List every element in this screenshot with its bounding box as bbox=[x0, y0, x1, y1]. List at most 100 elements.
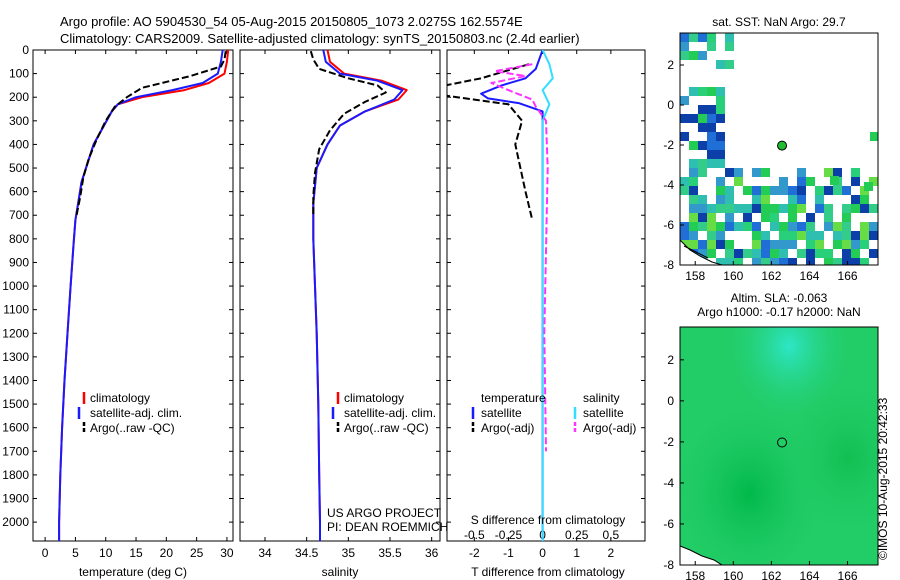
sst-cell bbox=[689, 222, 698, 231]
sst-cell bbox=[806, 177, 815, 186]
sst-cell bbox=[752, 222, 761, 231]
sst-cell bbox=[797, 177, 806, 186]
salinity-panel: 34 34.5 35 35.5 36 climatology satellite-adj… bbox=[239, 49, 448, 579]
sst-argo-marker bbox=[777, 140, 788, 151]
sst-cell bbox=[680, 33, 689, 42]
difference-lines bbox=[447, 50, 554, 541]
sst-cell bbox=[716, 141, 725, 150]
sla-map-axis-ticks: 158 160 162 164 166 2 0 -2 -4 -6 -8 bbox=[663, 353, 858, 580]
temperature-legend: climatology satellite-adj. clim. Argo(..… bbox=[77, 391, 182, 435]
sst-cell bbox=[734, 177, 743, 186]
sst-cell bbox=[698, 105, 707, 114]
sst-cell bbox=[815, 240, 824, 249]
sst-cell bbox=[698, 240, 707, 249]
sst-cell bbox=[707, 141, 716, 150]
temperature-panel: 0 5 10 15 20 25 300100200300400500600700800900… bbox=[2, 43, 234, 579]
sst-cell bbox=[689, 168, 698, 177]
sst-cell bbox=[689, 141, 698, 150]
sst-cell bbox=[824, 213, 833, 222]
y-tick-label: 900 bbox=[9, 255, 29, 269]
sst-cell bbox=[851, 231, 860, 240]
sst-cell bbox=[869, 222, 878, 231]
sst-cell bbox=[806, 213, 815, 222]
sst-cell bbox=[788, 213, 797, 222]
sst-cell bbox=[851, 195, 860, 204]
sst-cell bbox=[716, 195, 725, 204]
sst-cell bbox=[698, 213, 707, 222]
legend-label-t-argo: Argo(-adj) bbox=[481, 421, 534, 435]
sst-cell bbox=[734, 249, 743, 258]
sst-cell bbox=[806, 249, 815, 258]
sst-cell bbox=[833, 258, 842, 265]
difference-xlabel-s: S difference from climatology bbox=[471, 513, 626, 527]
y-tick-label: 500 bbox=[9, 161, 29, 175]
series-s-argo-adj- bbox=[490, 63, 549, 452]
map-y-tick-label: -2 bbox=[663, 435, 674, 449]
sst-map-frame bbox=[679, 32, 879, 266]
sst-cell bbox=[725, 240, 734, 249]
sst-cell bbox=[788, 240, 797, 249]
y-tick-label: 300 bbox=[9, 114, 29, 128]
sst-cell bbox=[743, 249, 752, 258]
sst-cell bbox=[779, 249, 788, 258]
series-satellite-adj-clim- bbox=[312, 50, 404, 541]
sst-cell bbox=[833, 186, 842, 195]
sst-cell bbox=[779, 231, 788, 240]
sst-cell bbox=[752, 186, 761, 195]
map-y-tick-label: -6 bbox=[663, 218, 674, 232]
x-tick-label: 10 bbox=[99, 546, 113, 560]
sst-cell bbox=[716, 114, 725, 123]
map-x-tick-label: 164 bbox=[799, 269, 819, 283]
x-tick-label: -1 bbox=[503, 546, 514, 560]
sst-cell bbox=[716, 150, 725, 159]
sst-cell bbox=[689, 33, 698, 42]
y-tick-label: 700 bbox=[9, 208, 29, 222]
sst-cell bbox=[707, 114, 716, 123]
x2-tick-label: 0.5 bbox=[603, 528, 620, 542]
y-tick-label: 200 bbox=[9, 90, 29, 104]
sst-cell bbox=[830, 176, 839, 185]
legend-label-t-satellite: satellite bbox=[481, 406, 522, 420]
sst-cell bbox=[716, 222, 725, 231]
sst-cell bbox=[725, 195, 734, 204]
salinity-lines bbox=[309, 50, 408, 541]
sst-map-coast bbox=[680, 239, 723, 265]
sst-cell bbox=[815, 249, 824, 258]
sst-cell bbox=[725, 222, 734, 231]
sst-cell bbox=[824, 222, 833, 231]
sst-cell bbox=[824, 204, 833, 213]
sst-cell bbox=[698, 123, 707, 132]
sst-cell bbox=[716, 204, 725, 213]
sst-cell bbox=[707, 132, 716, 141]
sla-map-title: Altim. SLA: -0.063 bbox=[731, 291, 828, 305]
sst-map: sat. SST: NaN Argo: 29.7 158 160 162 164 166… bbox=[663, 15, 879, 283]
sst-cell bbox=[824, 249, 833, 258]
sst-cell bbox=[716, 105, 725, 114]
credit-project: US ARGO PROJECT bbox=[327, 506, 442, 520]
legend-label-satellite-adj: satellite-adj. clim. bbox=[90, 406, 182, 420]
map-x-tick-label: 158 bbox=[685, 269, 705, 283]
sst-cell bbox=[770, 204, 779, 213]
y-tick-label: 100 bbox=[9, 67, 29, 81]
sst-cell bbox=[689, 213, 698, 222]
map-y-tick-label: -4 bbox=[663, 178, 674, 192]
sst-cell bbox=[869, 231, 878, 240]
x-tick-label: 5 bbox=[72, 546, 79, 560]
map-x-tick-label: 162 bbox=[761, 569, 781, 580]
map-y-tick-label: -4 bbox=[663, 476, 674, 490]
sst-cell bbox=[689, 87, 698, 96]
map-y-tick-label: -2 bbox=[663, 138, 674, 152]
sst-cell bbox=[770, 222, 779, 231]
sst-cell bbox=[689, 186, 698, 195]
sst-cell bbox=[707, 231, 716, 240]
sst-cell bbox=[716, 87, 725, 96]
sst-cell bbox=[842, 204, 851, 213]
sst-cell bbox=[716, 96, 725, 105]
y-tick-label: 2000 bbox=[2, 515, 29, 529]
sst-cell bbox=[752, 204, 761, 213]
legend-heading-temperature: temperature bbox=[481, 391, 546, 405]
sst-cell bbox=[725, 168, 734, 177]
difference-legend: temperature salinity satellite satellite… bbox=[471, 391, 636, 435]
y-tick-label: 800 bbox=[9, 232, 29, 246]
sst-cell bbox=[707, 150, 716, 159]
